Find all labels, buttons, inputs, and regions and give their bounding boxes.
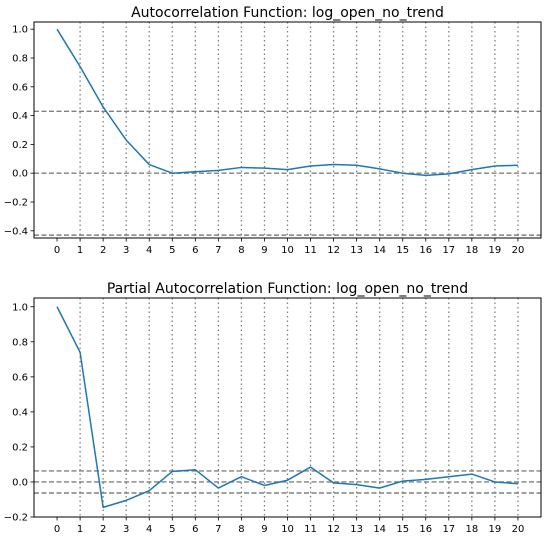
pacf-x-tick-label: 0 [54,524,60,535]
acf-x-tick-label: 3 [123,245,129,256]
pacf-x-tick-label: 20 [512,524,525,535]
acf-y-tick-label: 0.6 [12,82,28,93]
acf-x-tick-label: 17 [442,245,455,256]
pacf-x-tick-label: 1 [77,524,83,535]
pacf-x-tick-label: 19 [489,524,502,535]
acf-x-tick-label: 11 [304,245,317,256]
acf-x-tick-label: 4 [146,245,152,256]
acf-panel: Autocorrelation Function: log_open_no_tr… [4,5,542,256]
pacf-x-tick-label: 9 [261,524,267,535]
pacf-y-tick-label: 0.4 [12,407,28,418]
pacf-x-tick-label: 15 [396,524,409,535]
acf-x-tick-label: 16 [419,245,432,256]
pacf-x-tick-label: 18 [465,524,478,535]
acf-y-tick-label: 0.0 [12,169,28,180]
pacf-x-tick-label: 11 [304,524,317,535]
acf-x-tick-label: 14 [373,245,386,256]
acf-x-tick-label: 6 [192,245,198,256]
pacf-y-tick-label: 1.0 [12,302,28,313]
pacf-x-tick-label: 3 [123,524,129,535]
pacf-y-tick-label: 0.2 [12,442,28,453]
pacf-panel: Partial Autocorrelation Function: log_op… [4,281,542,535]
acf-x-tick-label: 18 [465,245,478,256]
acf-title: Autocorrelation Function: log_open_no_tr… [131,5,444,21]
acf-x-tick-label: 2 [100,245,106,256]
acf-x-tick-label: 15 [396,245,409,256]
pacf-x-tick-label: 13 [350,524,363,535]
acf-y-tick-label: 0.2 [12,140,28,151]
acf-x-tick-label: 5 [169,245,175,256]
pacf-y-tick-label: 0.6 [12,372,28,383]
acf-x-tick-label: 19 [489,245,502,256]
acf-x-tick-label: 1 [77,245,83,256]
acf-x-tick-label: 0 [54,245,60,256]
acf-x-tick-label: 13 [350,245,363,256]
pacf-x-tick-label: 16 [419,524,432,535]
pacf-x-tick-label: 17 [442,524,455,535]
acf-y-tick-label: −0.4 [4,226,28,237]
pacf-y-tick-label: −0.2 [4,513,28,524]
acf-x-tick-label: 7 [215,245,221,256]
pacf-x-tick-label: 8 [238,524,244,535]
pacf-y-tick-label: 0.8 [12,337,28,348]
acf-y-tick-label: 0.8 [12,54,28,65]
pacf-x-tick-label: 6 [192,524,198,535]
pacf-y-tick-label: 0.0 [12,477,28,488]
acf-y-tick-label: 1.0 [12,25,28,36]
acf-x-tick-label: 10 [281,245,294,256]
acf-x-tick-label: 12 [327,245,340,256]
pacf-title: Partial Autocorrelation Function: log_op… [107,281,468,297]
acf-x-tick-label: 8 [238,245,244,256]
pacf-x-tick-label: 5 [169,524,175,535]
acf-x-tick-label: 9 [261,245,267,256]
pacf-x-tick-label: 14 [373,524,386,535]
acf-x-tick-label: 20 [512,245,525,256]
pacf-x-tick-label: 7 [215,524,221,535]
pacf-x-tick-label: 10 [281,524,294,535]
pacf-x-tick-label: 4 [146,524,152,535]
acf-y-tick-label: −0.2 [4,198,28,209]
pacf-x-tick-label: 12 [327,524,340,535]
acf-y-tick-label: 0.4 [12,111,28,122]
pacf-x-tick-label: 2 [100,524,106,535]
